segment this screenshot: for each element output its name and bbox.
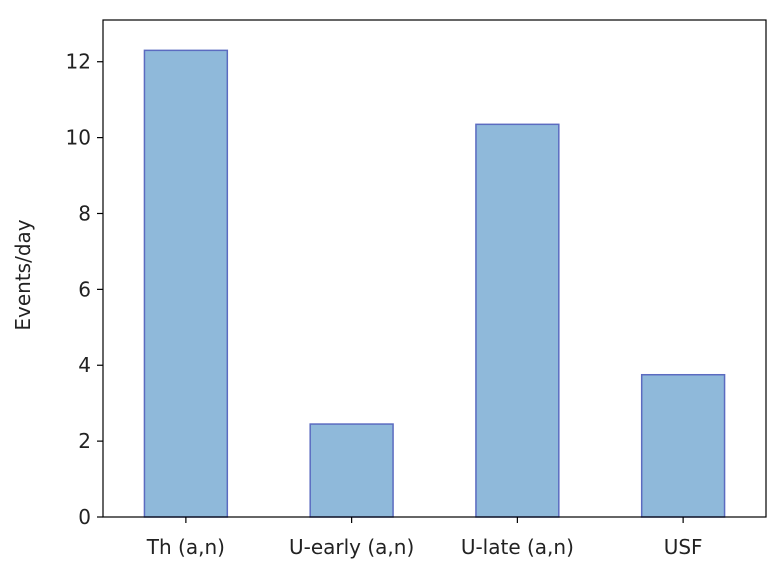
plot-frame <box>102 19 767 518</box>
y-tick-label: 12 <box>66 50 91 74</box>
x-tick-label: U-early (a,n) <box>289 535 414 559</box>
y-tick-label: 4 <box>78 353 91 377</box>
y-tick-label: 0 <box>78 505 91 529</box>
bars-group <box>143 49 726 518</box>
bar <box>475 123 560 518</box>
bar <box>143 49 229 518</box>
y-tick-label: 6 <box>78 277 91 301</box>
y-tick-label: 10 <box>66 126 91 150</box>
bar <box>309 423 394 518</box>
bar <box>640 373 726 518</box>
x-tick-label: Th (a,n) <box>146 535 225 559</box>
x-tick-label: USF <box>664 535 703 559</box>
y-axis-label: Events/day <box>11 219 35 330</box>
y-tick-label: 8 <box>78 201 91 225</box>
y-ticks-group: 0 2 4 6 8 10 12 <box>66 50 103 529</box>
x-tick-label: U-late (a,n) <box>461 535 574 559</box>
x-ticks-group: Th (a,n) U-early (a,n) U-late (a,n) USF <box>146 517 703 559</box>
y-tick-label: 2 <box>78 429 91 453</box>
